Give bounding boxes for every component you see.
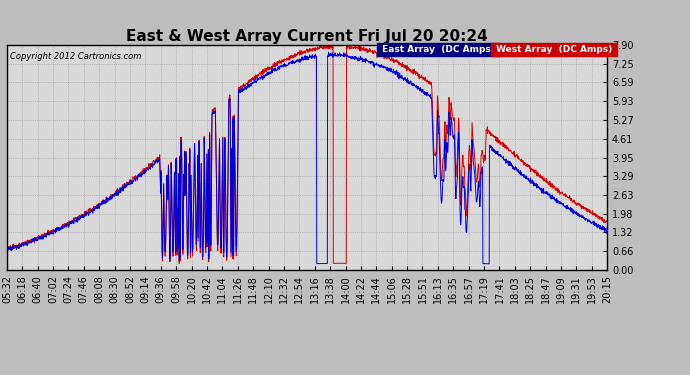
Text: Copyright 2012 Cartronics.com: Copyright 2012 Cartronics.com <box>10 52 141 61</box>
Text: East Array  (DC Amps): East Array (DC Amps) <box>379 45 498 54</box>
Title: East & West Array Current Fri Jul 20 20:24: East & West Array Current Fri Jul 20 20:… <box>126 29 488 44</box>
Text: West Array  (DC Amps): West Array (DC Amps) <box>493 45 615 54</box>
